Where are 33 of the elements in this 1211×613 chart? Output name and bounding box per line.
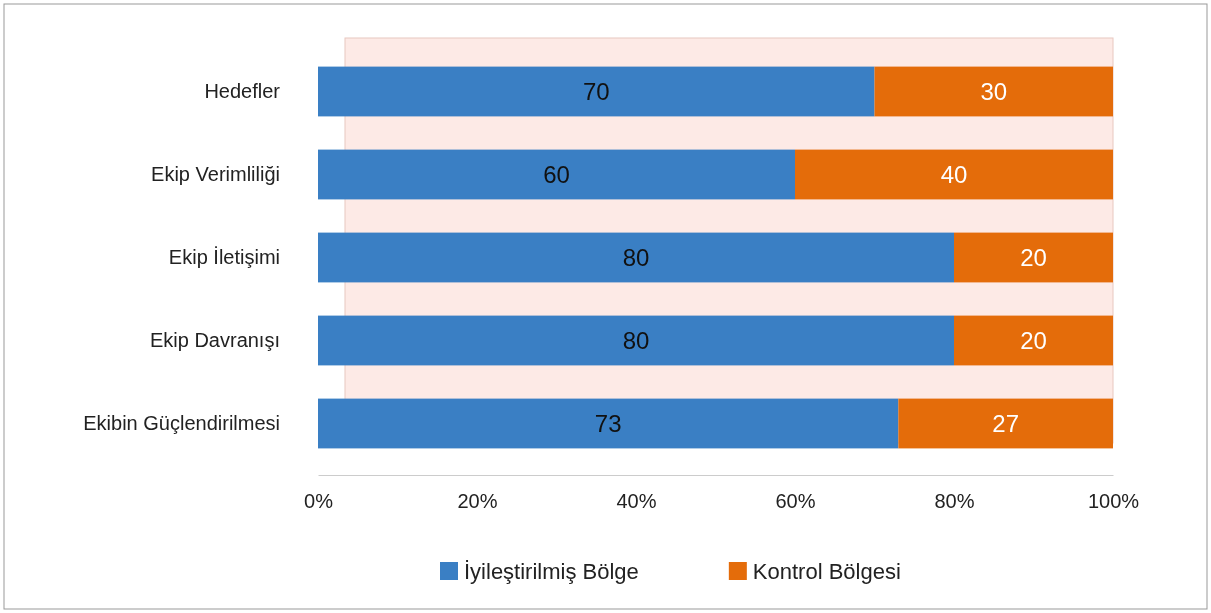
data-label: 73: [594, 409, 622, 437]
bar: [898, 398, 1113, 449]
data-label: 20: [1020, 243, 1047, 271]
data-label: 60: [543, 160, 570, 188]
data-label: 80: [622, 243, 650, 271]
y-tick-label: Ekip İletişimi: [168, 245, 280, 268]
bar: [874, 66, 1113, 117]
data-label: 80: [622, 326, 650, 354]
x-tick-label: 40%: [616, 490, 657, 512]
bar: [318, 315, 954, 366]
data-label: 30: [980, 77, 1008, 105]
x-tick-label: 0%: [304, 490, 334, 512]
y-tick-label: Ekip Verimliliği: [151, 162, 280, 185]
data-label: 40: [940, 160, 968, 188]
bar: [954, 232, 1113, 283]
bar: [318, 232, 954, 283]
y-tick-label: Hedefler: [204, 79, 281, 102]
x-tick-label: 60%: [775, 490, 816, 512]
x-tick-label: 20%: [457, 490, 498, 512]
x-tick-label: 80%: [934, 490, 975, 512]
bar: [954, 315, 1113, 366]
data-label: 27: [992, 409, 1020, 437]
y-tick-label: Ekibin Güçlendirilmesi: [83, 411, 280, 434]
data-label: 20: [1020, 326, 1047, 354]
legend-label: İyileştirilmiş Bölge: [464, 558, 639, 584]
bar: [318, 66, 875, 117]
bar: [795, 149, 1113, 200]
x-tick-label: 100%: [1087, 490, 1140, 512]
legend-label: Kontrol Bölgesi: [752, 558, 901, 584]
y-tick-label: Ekip Davranışı: [149, 328, 280, 351]
bar: [318, 149, 795, 200]
data-label: 70: [582, 77, 610, 105]
bar: [318, 398, 899, 449]
